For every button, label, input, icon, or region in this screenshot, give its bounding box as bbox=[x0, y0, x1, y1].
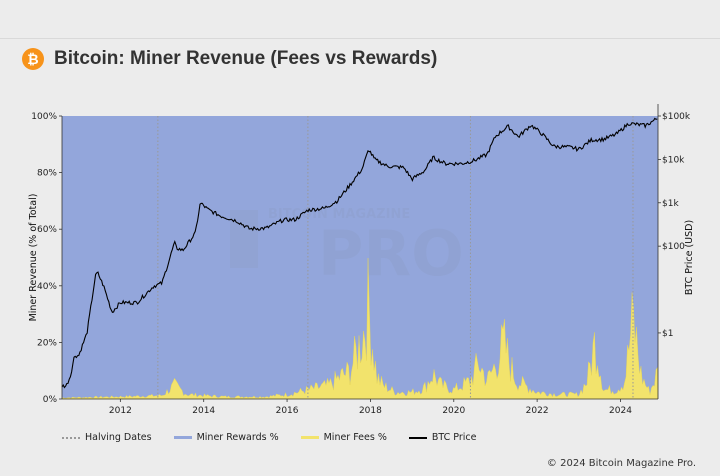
legend-label-rewards: Miner Rewards % bbox=[196, 432, 279, 443]
y-tick-label: 100% bbox=[31, 112, 57, 122]
y-axis-title: Miner Revenue (% of Total) bbox=[28, 194, 39, 322]
bitcoin-logo-icon: ₿ bbox=[22, 48, 44, 70]
y-tick-label: 80% bbox=[37, 169, 57, 179]
halving-swatch bbox=[62, 436, 80, 439]
rewards-swatch bbox=[173, 436, 192, 439]
y2-tick-label: $1 bbox=[662, 329, 673, 339]
page-title: Bitcoin: Miner Revenue (Fees vs Rewards) bbox=[54, 48, 438, 69]
y2-tick-label: $100k bbox=[662, 112, 691, 122]
legend-label-fees: Miner Fees % bbox=[323, 432, 387, 443]
chart-legend: Halving Dates Miner Rewards % Miner Fees… bbox=[62, 432, 498, 443]
x-tick-label: 2022 bbox=[526, 406, 549, 416]
legend-item-halving[interactable]: Halving Dates bbox=[62, 432, 152, 443]
x-tick-label: 2014 bbox=[192, 406, 215, 416]
x-tick-label: 2012 bbox=[109, 406, 132, 416]
y2-axis-title: BTC Price (USD) bbox=[684, 220, 695, 295]
watermark-text: BITCOIN MAGAZINE bbox=[268, 207, 410, 222]
legend-item-price[interactable]: BTC Price bbox=[408, 432, 477, 443]
x-tick-label: 2016 bbox=[276, 406, 299, 416]
y2-tick-label: $1k bbox=[662, 199, 679, 209]
legend-label-price: BTC Price bbox=[431, 432, 477, 443]
price-swatch bbox=[408, 436, 427, 439]
y2-tick-label: $10k bbox=[662, 155, 685, 165]
legend-item-fees[interactable]: Miner Fees % bbox=[300, 432, 387, 443]
x-tick-label: 2018 bbox=[359, 406, 382, 416]
legend-item-rewards[interactable]: Miner Rewards % bbox=[173, 432, 279, 443]
fees-area bbox=[61, 258, 659, 400]
legend-label-halving: Halving Dates bbox=[85, 432, 152, 443]
y-tick-label: 40% bbox=[37, 282, 57, 292]
btc-price-line bbox=[61, 117, 658, 389]
top-divider bbox=[0, 38, 720, 39]
y-tick-label: 60% bbox=[37, 225, 57, 235]
x-tick-label: 2020 bbox=[442, 406, 465, 416]
y-tick-label: 0% bbox=[43, 395, 58, 405]
y2-tick-label: $100 bbox=[662, 242, 685, 252]
fees-swatch bbox=[300, 436, 319, 439]
watermark-mark-icon bbox=[230, 210, 258, 268]
x-tick-label: 2024 bbox=[609, 406, 632, 416]
y-tick-label: 20% bbox=[37, 338, 57, 348]
watermark-pro: PRO bbox=[318, 217, 464, 290]
chart-header: ₿ Bitcoin: Miner Revenue (Fees vs Reward… bbox=[22, 46, 437, 72]
footer-copyright: © 2024 Bitcoin Magazine Pro. bbox=[546, 458, 696, 469]
